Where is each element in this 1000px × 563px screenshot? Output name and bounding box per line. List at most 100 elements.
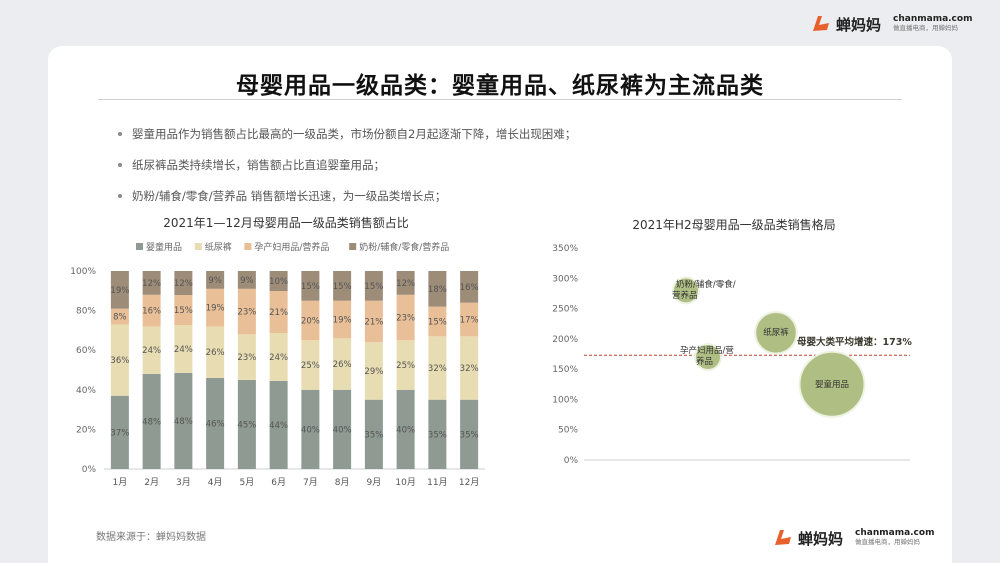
header-logo[interactable]: 蝉妈妈 chanmama.com 做直播电商，用蝉妈妈 [810, 13, 972, 35]
bar-data-label: 40% [396, 425, 415, 435]
x-tick-label: 9月 [367, 477, 382, 488]
bar-data-label: 32% [460, 364, 479, 374]
legend-label: 孕产妇用品/营养品 [254, 241, 329, 253]
bar-segment [460, 399, 479, 469]
y-tick-label: 20% [76, 425, 96, 435]
x-tick-label: 2月 [144, 477, 159, 488]
y-tick-label: 60% [76, 346, 96, 356]
bullet-text: 婴童用品作为销售额占比最高的一级品类，市场份额自2月起逐渐下降，增长出现困难； [132, 126, 577, 141]
bar-data-label: 46% [206, 419, 225, 429]
bar-segment [142, 326, 161, 374]
bar-segment [301, 389, 320, 469]
bar-segment [333, 389, 352, 469]
bar-segment [428, 336, 447, 400]
bar-data-label: 16% [142, 307, 161, 317]
bar-data-label: 29% [364, 367, 383, 377]
bar-segment [364, 300, 383, 343]
bar-segment [364, 342, 383, 400]
footer-logo[interactable]: 蝉妈妈 chanmama.com 做直播电商，用蝉妈妈 [772, 527, 934, 549]
bar-data-label: 24% [269, 353, 288, 363]
bar-segment [428, 399, 447, 469]
bar-segment [110, 324, 129, 396]
bar-segment [396, 389, 415, 469]
bar-data-label: 37% [110, 428, 129, 438]
bar-data-label: 44% [269, 421, 288, 431]
bar-data-label: 48% [174, 417, 193, 427]
title-divider [98, 99, 902, 100]
bar-data-label: 21% [364, 317, 383, 327]
bar-data-label: 16% [460, 283, 479, 293]
bar-data-label: 21% [269, 308, 288, 318]
bar-segment [428, 306, 447, 337]
bullet-dot [118, 131, 122, 136]
x-tick-label: 6月 [271, 477, 286, 488]
bar-segment [142, 373, 161, 469]
bar-segment [364, 271, 383, 301]
bullet-dot [118, 193, 122, 198]
average-growth-line: 母婴大类平均增速：173% [584, 336, 912, 356]
bar-data-label: 40% [333, 425, 352, 435]
bar-data-label: 23% [237, 308, 256, 318]
page-title: 母婴用品一级品类：婴童用品、纸尿裤为主流品类 [236, 73, 764, 99]
bubble [754, 311, 798, 355]
legend-swatch [349, 243, 357, 250]
bubble-label: 奶粉/辅食/零食/ [676, 279, 736, 290]
bar-segment [333, 300, 352, 339]
bar-data-label: 48% [142, 417, 161, 427]
header-brand: 蝉妈妈 [836, 15, 882, 34]
bar-data-label: 18% [428, 285, 447, 295]
bullet-text: 奶粉/辅食/零食/营养品 销售额增长迅速，为一级品类增长点； [132, 188, 447, 203]
bar-data-label: 15% [428, 317, 447, 327]
footer-tagline: 做直播电商，用蝉妈妈 [855, 538, 921, 547]
bar-segment [237, 334, 256, 380]
chanmama-logo-icon [775, 530, 791, 545]
bar-data-label: 20% [301, 317, 320, 327]
bar-data-label: 35% [428, 430, 447, 440]
legend-label: 纸尿裤 [205, 241, 232, 253]
bar-segment [110, 271, 129, 309]
bar-data-label: 15% [364, 282, 383, 292]
legend-label: 奶粉/辅食/零食/营养品 [359, 241, 449, 253]
bar-segment [110, 308, 129, 325]
bubble [694, 343, 722, 372]
bar-chart-x-axis: 1月 2月 3月 4月 5月 6月 7月 8月 9月 10月 11月 12月 [113, 477, 480, 488]
bar-segment [206, 377, 225, 469]
sales-share-bar-chart: 2021年1—12月母婴用品一级品类销售额占比 婴童用品 纸尿裤 孕产妇用品/营养品… [70, 215, 485, 488]
legend-label: 婴童用品 [146, 241, 182, 253]
bar-segment [174, 271, 193, 295]
bar-data-label: 23% [396, 314, 415, 324]
y-tick-label: 200% [552, 335, 578, 345]
bar-data-label: 15% [333, 282, 352, 292]
y-tick-label: 100% [552, 395, 578, 405]
bar-segment [396, 294, 415, 341]
x-tick-label: 11月 [427, 477, 447, 488]
bubble-label: 养品 [696, 356, 713, 367]
bar-segment [333, 338, 352, 390]
bar-segment [460, 271, 479, 303]
average-line-label: 母婴大类平均增速：173% [797, 336, 912, 348]
bar-segment [142, 271, 161, 295]
x-tick-label: 7月 [303, 477, 318, 488]
y-tick-label: 300% [552, 274, 578, 284]
chanmama-logo-icon [813, 16, 829, 31]
data-source: 数据来源于：蝉妈妈数据 [96, 532, 206, 543]
bubble-chart-y-axis: 0% 50% 100% 150% 200% 250% 300% 350% [552, 244, 910, 466]
footer-brand: 蝉妈妈 [798, 529, 844, 548]
bullet-item: 婴童用品作为销售额占比最高的一级品类，市场份额自2月起逐渐下降，增长出现困难； [118, 118, 576, 149]
bar-segment [142, 294, 161, 327]
bar-segment [269, 271, 288, 291]
x-tick-label: 12月 [459, 477, 479, 488]
bar-data-label: 25% [301, 361, 320, 371]
bar-data-label: 40% [301, 425, 320, 435]
h2-bubble-chart: 2021年H2母婴用品一级品类销售格局 0% 50% 100% 150% 200% 250… [552, 217, 912, 466]
bar-data-label: 12% [396, 279, 415, 289]
bar-segment [206, 288, 225, 327]
header-tagline: 做直播电商，用蝉妈妈 [893, 24, 959, 33]
x-tick-label: 8月 [335, 477, 350, 488]
legend-swatch [194, 243, 202, 250]
legend-swatch [244, 243, 252, 250]
bubble [672, 276, 700, 305]
bar-segment [174, 325, 193, 373]
bar-data-label: 25% [396, 361, 415, 371]
y-tick-label: 100% [70, 267, 96, 277]
